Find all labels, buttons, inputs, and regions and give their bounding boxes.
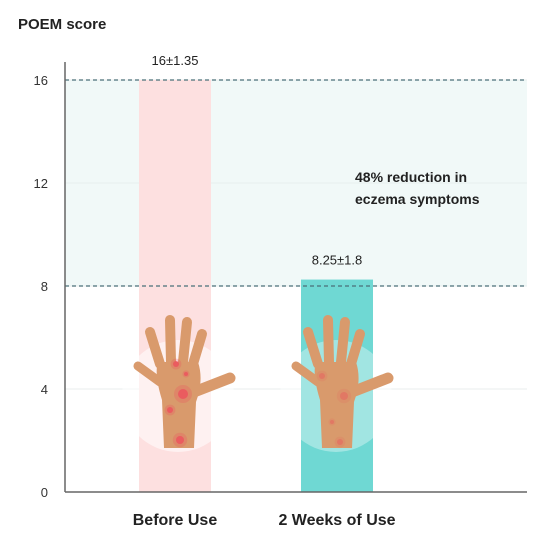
eczema-spot-halo: [334, 436, 346, 448]
eczema-spot-halo: [316, 370, 328, 382]
eczema-spot: [178, 389, 188, 399]
value-labels: 16±1.35 8.25±1.8: [152, 53, 363, 268]
palm-shape: [156, 362, 201, 448]
finger: [178, 317, 192, 367]
eczema-spot: [176, 436, 184, 444]
finger: [133, 361, 165, 387]
eczema-spot: [184, 372, 188, 376]
finger: [291, 361, 323, 387]
eczema-spot-halo: [336, 388, 352, 404]
finger: [188, 329, 207, 369]
y-tick-label: 16: [34, 73, 48, 88]
chart-title: POEM score: [18, 16, 106, 33]
eczema-spot: [319, 373, 325, 379]
finger: [303, 327, 323, 369]
finger: [346, 329, 365, 369]
y-axis-ticks: 0 4 8 12 16: [34, 73, 48, 500]
thumb: [188, 372, 236, 398]
y-tick-label: 4: [41, 382, 48, 397]
category-label: 2 Weeks of Use: [278, 512, 395, 529]
annotation-line-1: 48% reduction in: [355, 169, 467, 185]
eczema-spot: [173, 361, 179, 367]
palm-shape: [314, 362, 359, 448]
thumb: [346, 372, 394, 398]
category-label: Before Use: [133, 512, 218, 529]
finger: [165, 315, 176, 367]
eczema-spot: [340, 392, 348, 400]
eczema-spot: [337, 439, 343, 445]
hand-icon: [280, 315, 394, 452]
hand-icon: [122, 315, 236, 452]
eczema-spot-halo: [328, 418, 336, 426]
hand-illustrations: [122, 315, 394, 452]
eczema-spot: [167, 407, 173, 413]
reference-lines: [65, 79, 527, 287]
value-label: 8.25±1.8: [312, 253, 363, 268]
annotation-line-2: eczema symptoms: [355, 191, 480, 207]
y-tick-label: 8: [41, 279, 48, 294]
y-tick-label: 0: [41, 485, 48, 500]
finger: [336, 317, 350, 367]
value-label: 16±1.35: [152, 53, 199, 68]
finger: [145, 327, 165, 369]
finger: [323, 315, 334, 367]
y-tick-label: 12: [34, 176, 48, 191]
category-labels: Before Use 2 Weeks of Use: [133, 512, 396, 529]
eczema-spot: [330, 420, 334, 424]
